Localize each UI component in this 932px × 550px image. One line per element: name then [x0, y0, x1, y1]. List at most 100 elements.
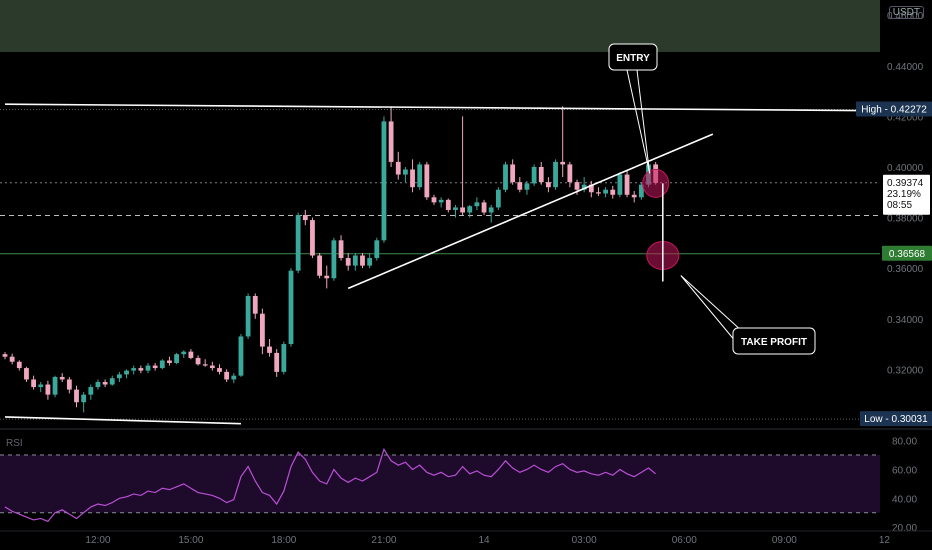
- current-price-badge-text: 08:55: [887, 200, 912, 211]
- time-tick-label: 18:00: [271, 535, 296, 546]
- price-tick-label: 0.32000: [887, 365, 924, 376]
- take-profit-callout-label: TAKE PROFIT: [741, 337, 807, 348]
- price-tick-label: 0.40000: [887, 163, 924, 174]
- candle-body: [310, 220, 315, 256]
- candle-body: [574, 182, 580, 190]
- trendline-resistance: [4, 103, 932, 112]
- candle-body: [481, 202, 487, 213]
- candle-body: [360, 255, 365, 266]
- current-price-badge-text: 0.39374: [887, 178, 924, 189]
- target-badge: 0.36568: [889, 249, 926, 260]
- candle-body: [603, 189, 608, 194]
- rsi-tick-label: 80.00: [892, 437, 917, 448]
- candle-body: [352, 255, 358, 266]
- candle-body: [503, 164, 508, 190]
- time-tick-label: 15:00: [178, 535, 203, 546]
- candle-body: [395, 161, 401, 175]
- candle-body: [338, 240, 344, 259]
- candle-body: [617, 174, 623, 195]
- entry-callout-label: ENTRY: [616, 53, 650, 64]
- candle-body: [167, 360, 172, 364]
- candle-body: [267, 346, 272, 353]
- candle-body: [538, 166, 544, 183]
- candle-body: [403, 169, 408, 175]
- candle-body: [474, 202, 480, 207]
- candle-body: [374, 240, 380, 259]
- candle-body: [331, 240, 337, 279]
- candle-body: [224, 371, 230, 380]
- candle-body: [202, 364, 208, 366]
- candle-body: [445, 199, 451, 210]
- candle-body: [2, 354, 8, 357]
- candle-body: [638, 184, 644, 198]
- candle-body: [117, 374, 122, 379]
- entry-pointer: [626, 69, 651, 174]
- low-badge: Low - 0.30031: [864, 414, 928, 425]
- candle-body: [524, 183, 530, 190]
- candle-body: [517, 182, 523, 190]
- candle-body: [367, 258, 373, 266]
- candle-body: [274, 352, 280, 372]
- rsi-tick-label: 40.00: [892, 494, 917, 505]
- low-badge-bg: [860, 411, 932, 427]
- rsi-tick-label: 60.00: [892, 465, 917, 476]
- candle-body: [16, 361, 22, 369]
- price-tick-label: 0.42000: [887, 112, 924, 123]
- take-profit-callout-box: [732, 327, 816, 355]
- candle-body: [317, 255, 322, 276]
- candle-body: [467, 206, 473, 213]
- candle-body: [381, 121, 387, 241]
- candle-body: [302, 215, 308, 221]
- time-tick-label: 21:00: [371, 535, 396, 546]
- time-tick-label: 06:00: [672, 535, 697, 546]
- current-price-badge-text: 23.19%: [887, 189, 921, 200]
- candle-body: [581, 184, 587, 190]
- candle-body: [31, 379, 36, 388]
- candle-body: [252, 295, 258, 314]
- candle-body: [45, 384, 51, 395]
- candle-body: [131, 368, 137, 371]
- current-price-badge: [883, 174, 930, 215]
- time-tick-label: 12: [879, 535, 891, 546]
- candle-body: [424, 164, 430, 198]
- candle-body: [24, 368, 29, 380]
- candle-body: [560, 161, 566, 165]
- candle-body: [631, 194, 637, 198]
- candle-body: [209, 365, 215, 369]
- entry-circle: [642, 168, 670, 198]
- high-badge: High - 0.42272: [861, 104, 927, 115]
- candle-body: [438, 199, 444, 203]
- rsi-tick-label: 20.00: [892, 523, 917, 534]
- candle-body: [159, 360, 165, 369]
- candle-body: [9, 356, 15, 362]
- candle-body: [145, 365, 151, 371]
- rsi-band-fill: [0, 455, 880, 513]
- candle-body: [531, 166, 537, 184]
- currency-badge[interactable]: USDT: [888, 6, 924, 19]
- candle-body: [245, 295, 251, 337]
- candle-body: [195, 357, 201, 365]
- candle-body: [567, 164, 573, 183]
- high-badge-bg: [856, 101, 932, 117]
- candle-body: [109, 378, 115, 385]
- candle-body: [138, 368, 144, 371]
- candle-body: [510, 164, 516, 183]
- candle-body: [588, 184, 594, 193]
- candle-body: [88, 387, 94, 395]
- rsi-line: [4, 447, 657, 523]
- time-tick-label: 09:00: [772, 535, 797, 546]
- time-tick-label: 12:00: [85, 535, 110, 546]
- candle-body: [188, 351, 194, 358]
- time-tick-label: 03:00: [572, 535, 597, 546]
- candle-body: [324, 275, 330, 279]
- candle-body: [74, 389, 79, 403]
- candle-body: [281, 344, 287, 372]
- candle-body: [95, 381, 101, 388]
- candle-body: [610, 189, 616, 195]
- candle-body: [495, 189, 501, 208]
- rsi-label: RSI: [6, 438, 23, 449]
- candle-body: [453, 207, 458, 210]
- candle-body: [345, 258, 351, 266]
- candle-body: [238, 336, 244, 376]
